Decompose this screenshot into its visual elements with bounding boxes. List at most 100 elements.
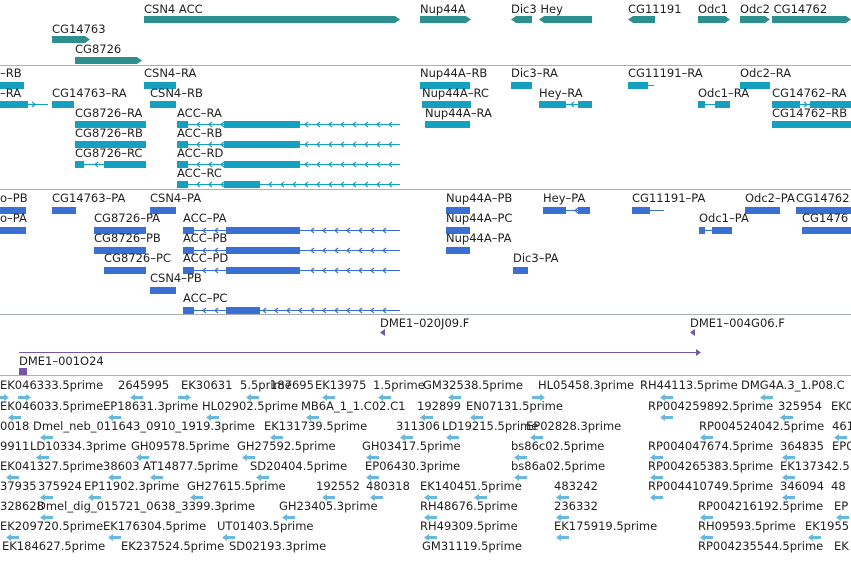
transcript-protein-strand-chevron[interactable]	[322, 307, 327, 314]
est-glyph[interactable]	[190, 494, 195, 501]
est-glyph[interactable]	[242, 454, 247, 461]
transcript-rna-strand-chevron[interactable]	[208, 121, 213, 128]
transcript-protein-strand-chevron[interactable]	[370, 247, 375, 254]
est-glyph[interactable]	[13, 416, 21, 419]
est-glyph[interactable]	[227, 536, 235, 539]
feature-label[interactable]: EK209720.5prime	[0, 519, 104, 533]
feature-label[interactable]: RP004265383.5prime	[648, 459, 774, 473]
feature-label[interactable]: EK184627.5prime	[2, 539, 106, 553]
feature-label[interactable]: EK	[834, 539, 849, 553]
est-glyph[interactable]	[211, 416, 219, 419]
est-glyph[interactable]	[785, 416, 793, 419]
transcript-protein-exon[interactable]	[446, 207, 470, 214]
feature-label[interactable]: SD20404.5prime	[250, 459, 348, 473]
feature-label[interactable]: DME1–020J09.F	[380, 316, 470, 330]
est-glyph[interactable]	[371, 456, 379, 459]
feature-label[interactable]: bs86a02.5prime	[511, 459, 606, 473]
est-glyph[interactable]	[787, 456, 795, 459]
transcript-rna-strand-chevron[interactable]	[364, 141, 369, 148]
est-glyph[interactable]	[41, 456, 49, 459]
est-glyph[interactable]	[4, 394, 9, 401]
transcript-protein-exon[interactable]	[94, 247, 146, 254]
transcript-rna-exon[interactable]	[75, 141, 146, 148]
transcript-rna-strand-chevron[interactable]	[208, 161, 213, 168]
feature-label[interactable]: Nup44A–RB	[420, 66, 488, 80]
transcript-protein-strand-chevron[interactable]	[322, 247, 327, 254]
transcript-rna-strand-chevron[interactable]	[376, 181, 381, 188]
transcript-rna-strand-chevron[interactable]	[340, 181, 345, 188]
feature-label[interactable]: EP02828.3prime	[526, 419, 622, 433]
transcript-protein-exon[interactable]	[183, 247, 194, 254]
transcript-rna-strand-chevron[interactable]	[376, 121, 381, 128]
est-glyph[interactable]	[150, 474, 155, 481]
transcript-protein-strand-chevron[interactable]	[574, 207, 579, 214]
feature-label[interactable]: CG14763–PA	[52, 191, 126, 205]
transcript-protein-exon[interactable]	[226, 227, 300, 234]
transcript-protein-strand-chevron[interactable]	[214, 267, 219, 274]
est-glyph[interactable]	[470, 414, 475, 421]
feature-label[interactable]: CG14763	[52, 22, 106, 36]
transcript-rna-exon[interactable]	[0, 82, 24, 89]
feature-label[interactable]: EP18631.3prime	[103, 399, 199, 413]
transcript-protein-strand-chevron[interactable]	[202, 247, 207, 254]
transcript-rna-strand-chevron[interactable]	[280, 181, 285, 188]
est-glyph[interactable]	[88, 494, 93, 501]
gene-glyph[interactable]	[75, 57, 142, 64]
feature-label[interactable]: 236332	[554, 499, 598, 513]
transcript-rna-strand-chevron[interactable]	[364, 121, 369, 128]
transcript-protein-exon[interactable]	[183, 267, 194, 274]
est-glyph[interactable]	[400, 434, 405, 441]
feature-label[interactable]: CG14762–RA	[772, 86, 847, 100]
est-glyph[interactable]	[130, 394, 135, 401]
feature-label[interactable]: bs86c02.5prime	[511, 439, 605, 453]
feature-label[interactable]: 1.5prime	[470, 479, 522, 493]
est-glyph[interactable]	[45, 496, 53, 499]
feature-label[interactable]: EK046033.5prime	[0, 399, 104, 413]
feature-label[interactable]: GH09578.5prime	[131, 439, 230, 453]
feature-label[interactable]: RP004047674.5prime	[648, 439, 774, 453]
transcript-rna-strand-chevron[interactable]	[220, 141, 225, 148]
transcript-rna-strand-chevron[interactable]	[31, 101, 36, 108]
feature-label[interactable]: EK131739.5prime	[264, 419, 368, 433]
feature-label[interactable]: CG1476	[802, 211, 849, 225]
feature-label[interactable]: 38603	[103, 459, 140, 473]
transcript-rna-exon[interactable]	[578, 101, 592, 108]
transcript-rna-exon[interactable]	[177, 161, 188, 168]
transcript-rna-exon[interactable]	[177, 141, 188, 148]
transcript-protein-strand-chevron[interactable]	[310, 227, 315, 234]
feature-label[interactable]: ACC–RB	[177, 126, 223, 140]
feature-label[interactable]: ACC–RA	[177, 106, 222, 120]
transcript-protein-strand-chevron[interactable]	[358, 227, 363, 234]
est-glyph[interactable]	[322, 394, 327, 401]
feature-label[interactable]: RP004259892.5prime	[648, 399, 774, 413]
transcript-rna-exon[interactable]	[75, 121, 146, 128]
feature-label[interactable]: EK1955	[805, 519, 850, 533]
feature-label[interactable]: CSN4 ACC	[144, 2, 203, 16]
feature-label[interactable]: EK30631	[181, 378, 233, 392]
est-glyph[interactable]	[306, 414, 311, 421]
est-glyph[interactable]	[370, 494, 375, 501]
feature-label[interactable]: GH03417.5prime	[362, 439, 461, 453]
transcript-protein-strand-chevron[interactable]	[334, 247, 339, 254]
est-glyph[interactable]	[705, 436, 713, 439]
est-glyph[interactable]	[425, 416, 433, 419]
feature-label[interactable]: LD10334.3prime	[30, 439, 127, 453]
transcript-rna-strand-chevron[interactable]	[388, 161, 393, 168]
est-glyph[interactable]	[535, 436, 543, 439]
est-glyph[interactable]	[141, 456, 149, 459]
feature-label[interactable]: Nup44A–RA	[425, 106, 492, 120]
transcript-rna-exon[interactable]	[422, 101, 471, 108]
feature-label[interactable]: –RB	[0, 66, 22, 80]
cdna-glyph[interactable]	[696, 349, 701, 356]
est-glyph[interactable]	[453, 396, 461, 399]
est-glyph[interactable]	[556, 534, 561, 541]
est-glyph[interactable]	[655, 456, 663, 459]
feature-label[interactable]: CG14762	[796, 191, 850, 205]
est-glyph[interactable]	[836, 514, 841, 521]
est-glyph[interactable]	[45, 516, 53, 519]
transcript-rna-exon[interactable]	[224, 141, 300, 148]
feature-label[interactable]: CSN4–RA	[144, 66, 197, 80]
gene-glyph[interactable]	[52, 36, 90, 43]
feature-label[interactable]: 192552	[316, 479, 360, 493]
feature-label[interactable]: 2645995	[118, 378, 170, 392]
